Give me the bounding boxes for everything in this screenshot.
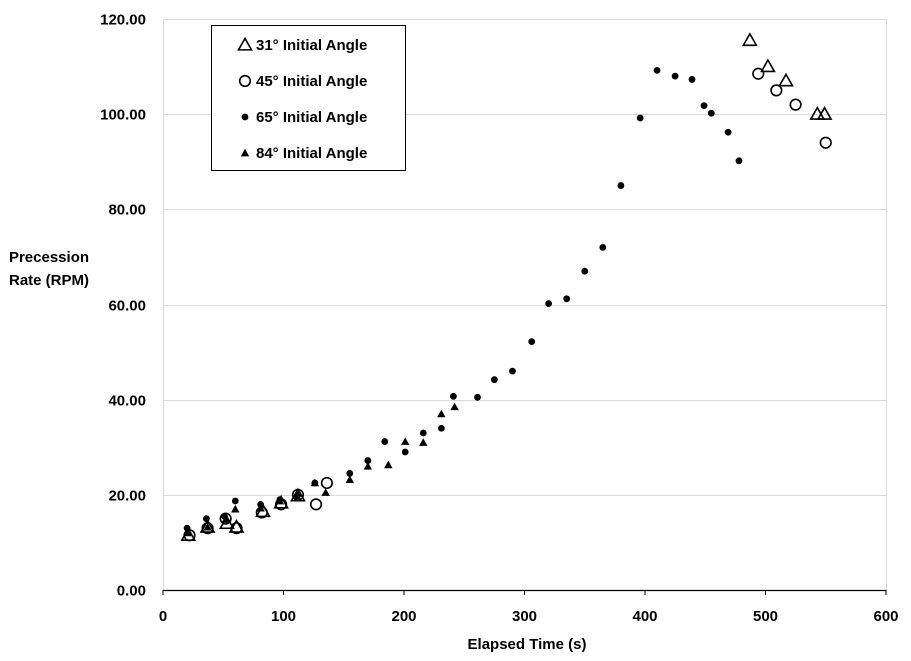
x-tick-label: 400: [632, 608, 657, 625]
data-point-series-3: [653, 66, 661, 74]
x-tick-label: 600: [873, 608, 898, 625]
data-point-series-3: [688, 76, 696, 83]
data-point-series-3: [724, 128, 732, 136]
y-tick-label: 120.00: [100, 12, 146, 29]
data-point-series-1: [760, 58, 776, 73]
data-point-series-4: [184, 528, 193, 537]
data-point-series-2: [201, 522, 214, 535]
y-tick-label: 20.00: [108, 488, 146, 505]
data-point-series-3: [700, 102, 708, 110]
x-tick-label: 100: [271, 608, 296, 625]
data-point-series-4: [310, 478, 320, 487]
data-point-series-3: [528, 338, 536, 346]
legend-label-45: 45° Initial Angle: [256, 73, 367, 90]
y-tick-label: 0.00: [117, 583, 146, 600]
x-axis-ticks: 0 100 200 300 400 500 600: [159, 590, 899, 625]
y-tick-label: 40.00: [108, 393, 146, 410]
data-point-series-4: [256, 503, 265, 512]
data-point-series-4: [231, 504, 240, 513]
data-point-series-2: [752, 67, 765, 80]
data-point-series-3: [183, 524, 191, 532]
data-point-series-1: [741, 32, 758, 47]
data-point-series-3: [401, 448, 409, 456]
data-point-series-3: [490, 376, 498, 384]
legend-label-84: 84° Initial Angle: [256, 145, 367, 162]
data-point-series-3: [381, 438, 389, 445]
data-point-series-4: [203, 522, 212, 531]
x-tick-label: 500: [753, 608, 778, 625]
legend-label-65: 65° Initial Angle: [256, 109, 367, 126]
legend-label-31: 31° Initial Angle: [256, 37, 367, 54]
data-point-series-4: [450, 402, 459, 411]
data-point-series-3: [202, 515, 210, 523]
x-tick-label: 300: [512, 608, 537, 625]
data-point-series-4: [221, 515, 230, 523]
legend-marker-series-2: [238, 74, 252, 88]
data-point-series-4: [292, 491, 301, 500]
data-point-series-2: [819, 136, 832, 149]
data-point-series-4: [437, 409, 446, 418]
data-point-series-3: [509, 367, 516, 375]
legend-marker-series-4: [240, 148, 250, 157]
data-point-series-3: [563, 295, 571, 303]
data-point-series-4: [363, 462, 373, 470]
y-tick-label: 100.00: [100, 107, 146, 124]
legend-markers: [237, 36, 253, 157]
data-point-series-2: [789, 98, 802, 111]
y-axis-ticks: 0.00 20.00 40.00 60.00 80.00 100.00 120.00: [100, 12, 146, 600]
data-point-series-2: [291, 488, 305, 501]
data-point-series-1: [199, 519, 216, 533]
data-point-series-1: [778, 72, 794, 87]
y-axis-title-line-1: Precession: [9, 249, 89, 266]
data-point-series-3: [581, 267, 589, 275]
data-point-series-1: [228, 519, 245, 533]
x-tick-label: 0: [159, 608, 167, 625]
y-axis-title-line-2: Rate (RPM): [9, 272, 89, 289]
data-point-series-1: [816, 106, 833, 120]
data-point-series-3: [474, 393, 481, 401]
data-point-series-4: [401, 437, 410, 445]
data-point-series-3: [671, 72, 679, 80]
data-point-series-3: [707, 109, 715, 117]
data-point-series-4: [419, 438, 428, 446]
data-point-series-4: [345, 475, 354, 483]
data-point-series-3: [346, 470, 354, 477]
data-point-series-4: [321, 488, 330, 496]
data-point-series-2: [770, 84, 783, 97]
legend-marker-series-1: [237, 36, 253, 51]
y-tick-label: 60.00: [108, 298, 146, 315]
data-point-series-4: [275, 496, 285, 505]
data-point-series-2: [320, 476, 333, 490]
data-point-series-3: [636, 114, 644, 122]
y-tick-label: 80.00: [108, 202, 146, 219]
data-point-series-3: [735, 157, 743, 165]
data-point-series-3: [617, 182, 625, 189]
legend-marker-series-3: [241, 113, 249, 121]
data-point-series-3: [545, 300, 552, 307]
data-point-series-4: [384, 460, 393, 469]
data-point-series-3: [437, 424, 445, 432]
data-point-series-2: [309, 498, 323, 511]
x-axis-title: Elapsed Time (s): [468, 636, 587, 653]
x-tick-label: 200: [391, 608, 416, 625]
data-point-series-3: [419, 429, 427, 437]
data-point-series-3: [450, 392, 457, 400]
data-point-series-3: [231, 497, 239, 505]
data-point-series-3: [599, 244, 607, 251]
legend: 31° Initial Angle 45° Initial Angle 65° …: [211, 25, 406, 171]
data-point-series-2: [230, 522, 243, 535]
data-points: [180, 32, 833, 542]
data-point-series-3: [364, 457, 372, 464]
